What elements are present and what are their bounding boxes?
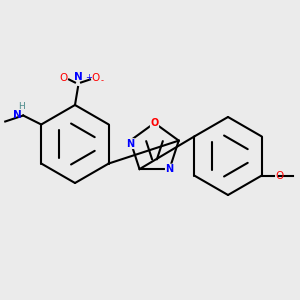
Text: N: N [126, 139, 134, 148]
Text: O: O [59, 73, 67, 83]
Text: O: O [275, 170, 284, 181]
Text: H: H [18, 102, 25, 111]
Text: O: O [150, 118, 159, 128]
Text: N: N [13, 110, 22, 120]
Text: -: - [100, 76, 103, 85]
Text: +: + [85, 74, 92, 82]
Text: O: O [92, 73, 100, 83]
Text: N: N [74, 73, 82, 82]
Text: N: N [165, 164, 174, 174]
